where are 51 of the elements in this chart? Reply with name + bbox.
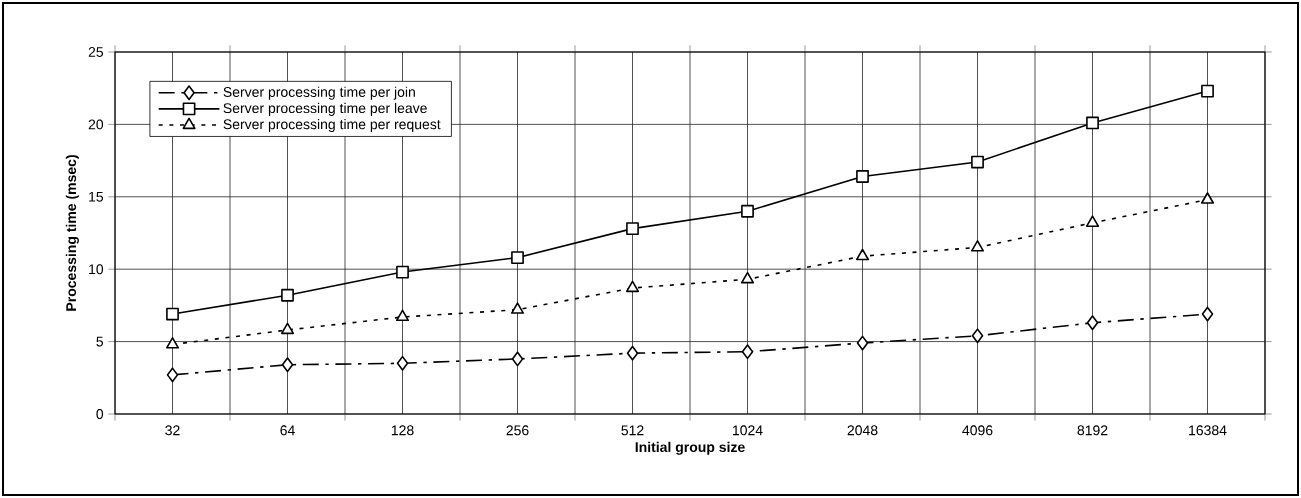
point <box>970 240 985 252</box>
point <box>511 251 524 264</box>
point <box>855 248 870 261</box>
x-tick-label: 128 <box>391 425 414 436</box>
point <box>971 328 984 344</box>
y-tick-label: 5 <box>96 336 104 347</box>
point <box>626 222 639 236</box>
x-tick-label: 4096 <box>962 425 993 436</box>
point <box>165 337 180 349</box>
x-tick-label: 2048 <box>847 425 878 436</box>
point <box>1200 192 1215 204</box>
y-tick-label: 10 <box>89 264 104 275</box>
y-tick-label: 20 <box>88 119 104 130</box>
point <box>1086 116 1099 130</box>
point <box>166 307 179 321</box>
point <box>740 271 755 284</box>
y-tick-label: 15 <box>89 191 104 202</box>
x-tick-label: 512 <box>621 425 644 436</box>
legend-label: Server processing time per join <box>223 86 415 100</box>
point <box>971 155 984 169</box>
point <box>281 357 294 373</box>
x-tick-label: 64 <box>280 425 295 436</box>
x-axis-title: Initial group size <box>635 441 745 455</box>
x-tick-label: 256 <box>506 425 529 436</box>
point <box>510 302 525 314</box>
x-tick-label: 32 <box>165 425 180 436</box>
point <box>856 335 869 351</box>
x-tick-label: 1024 <box>733 425 763 436</box>
point <box>396 265 409 279</box>
point <box>856 170 869 183</box>
legend-label: Server processing time per leave <box>223 102 427 116</box>
x-tick-label: 16384 <box>1189 425 1227 436</box>
point <box>511 351 524 367</box>
y-tick-label: 25 <box>88 47 104 57</box>
point <box>395 309 410 322</box>
point <box>166 367 179 383</box>
x-tick-label: 8192 <box>1077 425 1108 436</box>
legend-label: Server processing time per request <box>223 118 441 133</box>
point <box>741 344 754 360</box>
point <box>281 288 294 302</box>
point <box>1086 315 1099 331</box>
point <box>396 355 409 371</box>
point <box>1201 306 1214 322</box>
y-axis-title: Processing time (msec) <box>65 155 79 311</box>
y-tick-label: 0 <box>96 409 104 419</box>
point <box>280 322 295 335</box>
point <box>1201 84 1214 98</box>
point <box>625 280 640 293</box>
point <box>626 345 639 361</box>
point <box>741 204 754 218</box>
point <box>1085 215 1100 227</box>
